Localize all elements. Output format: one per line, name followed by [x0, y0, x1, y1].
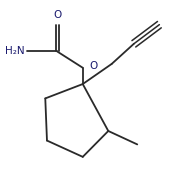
Text: O: O: [53, 10, 61, 20]
Text: H₂N: H₂N: [5, 46, 24, 56]
Text: O: O: [90, 61, 98, 71]
